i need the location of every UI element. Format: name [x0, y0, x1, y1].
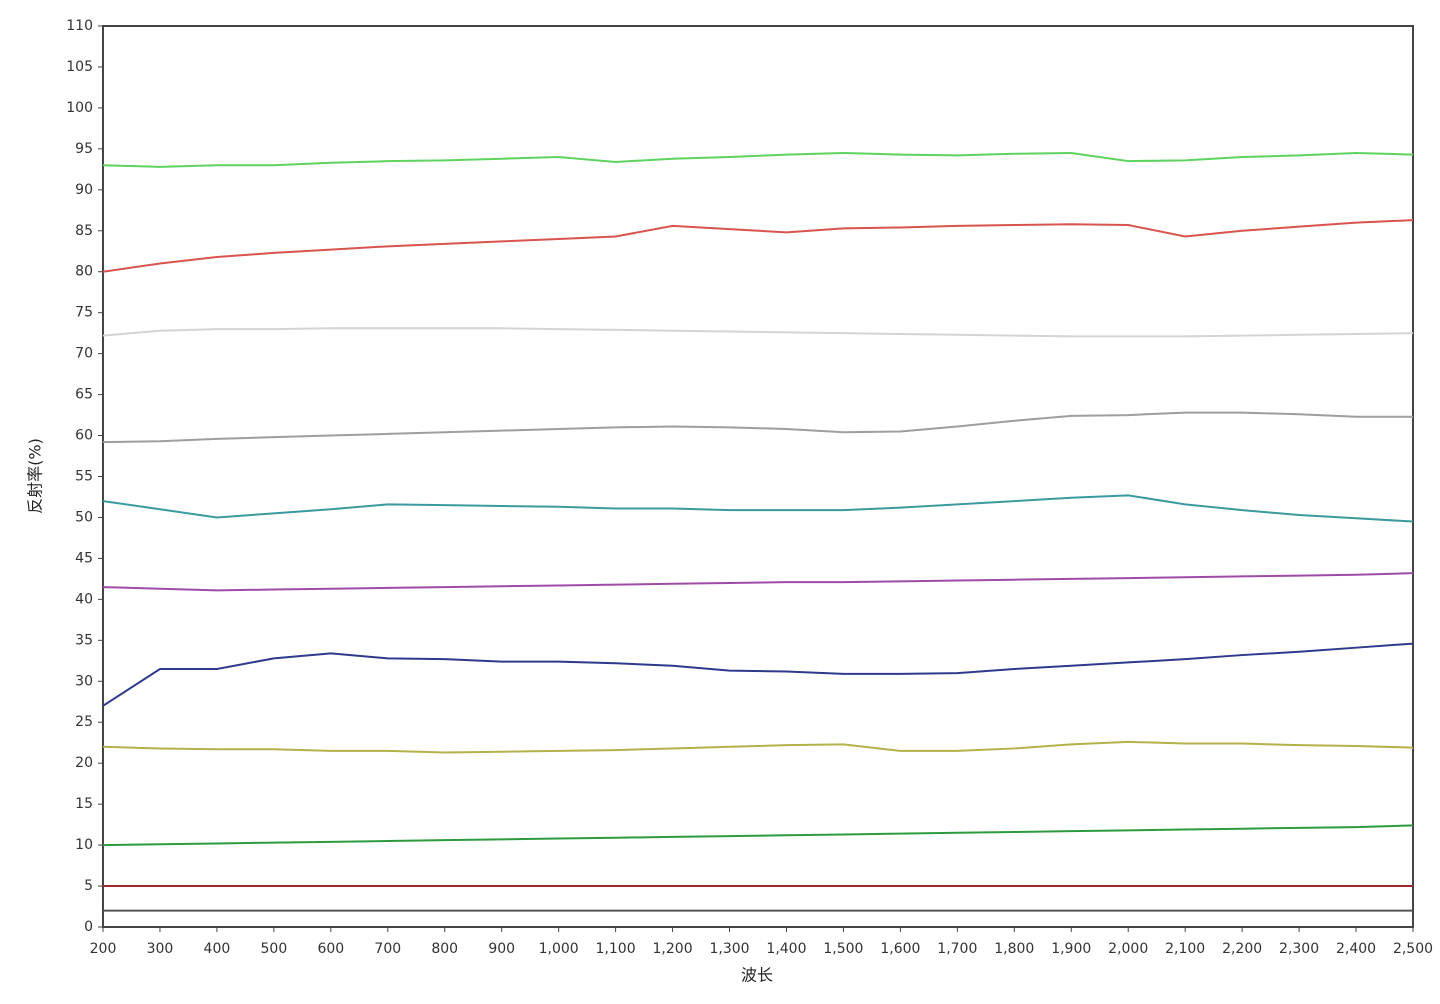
x-tick-label: 1,800 — [994, 941, 1034, 957]
x-tick-label: 1,500 — [823, 941, 863, 957]
x-tick-label: 1,600 — [880, 941, 920, 957]
y-tick-label: 90 — [75, 182, 93, 198]
y-tick-label: 85 — [75, 223, 93, 239]
y-tick-label: 35 — [75, 632, 93, 648]
y-axis-title: 反射率(%) — [26, 438, 45, 514]
x-tick-label: 1,900 — [1051, 941, 1091, 957]
series-line — [102, 740, 1414, 754]
x-tick-label: 2,000 — [1108, 941, 1148, 957]
series-line — [102, 219, 1414, 273]
x-tick-label: 900 — [488, 941, 515, 957]
x-tick-label: 500 — [261, 941, 288, 957]
x-tick-label: 1,200 — [653, 941, 693, 957]
x-tick-label: 2,400 — [1336, 941, 1376, 957]
y-tick-label: 10 — [75, 837, 93, 853]
x-tick-label: 1,000 — [539, 941, 579, 957]
y-tick-label: 5 — [84, 878, 93, 894]
y-tick-label: 45 — [75, 550, 93, 566]
y-tick-label: 60 — [75, 428, 93, 444]
series-line — [102, 824, 1414, 847]
series-line — [102, 411, 1413, 444]
y-tick-label: 80 — [75, 264, 93, 280]
y-tick-label: 55 — [75, 469, 93, 485]
x-tick-label: 700 — [374, 941, 401, 957]
x-tick-label: 600 — [317, 941, 344, 957]
x-tick-label: 300 — [147, 941, 174, 957]
x-tick-label: 800 — [431, 941, 458, 957]
x-tick-label: 1,100 — [596, 941, 636, 957]
plot-frame — [102, 25, 1414, 928]
x-tick-label: 1,700 — [937, 941, 977, 957]
y-tick-label: 75 — [75, 305, 93, 321]
y-tick-label: 40 — [75, 591, 93, 607]
x-tick-label: 2,500 — [1393, 941, 1433, 957]
y-tick-label: 95 — [75, 141, 93, 157]
y-tick-label: 30 — [75, 673, 93, 689]
y-tick-label: 25 — [75, 714, 93, 730]
x-tick-label: 400 — [204, 941, 231, 957]
series-line — [102, 642, 1414, 707]
x-tick-label: 1,300 — [709, 941, 749, 957]
x-tick-label: 2,300 — [1279, 941, 1319, 957]
y-tick-label: 15 — [75, 796, 93, 812]
x-tick-label: 2,100 — [1165, 941, 1205, 957]
x-tick-label: 2,200 — [1222, 941, 1262, 957]
x-tick-label: 200 — [90, 941, 117, 957]
y-tick-label: 70 — [75, 346, 93, 362]
y-tick-label: 65 — [75, 387, 93, 403]
y-tick-label: 50 — [75, 509, 93, 525]
series-line — [102, 572, 1414, 592]
y-tick-label: 100 — [66, 100, 93, 116]
y-tick-label: 20 — [75, 755, 93, 771]
series-line — [102, 151, 1414, 168]
y-tick-label: 105 — [66, 59, 93, 75]
x-axis-title: 波长 — [741, 966, 773, 985]
series-line — [102, 327, 1414, 338]
series-line — [102, 494, 1414, 523]
y-tick-label: 110 — [66, 18, 93, 34]
y-tick-label: 0 — [84, 919, 93, 935]
x-tick-label: 1,400 — [766, 941, 806, 957]
